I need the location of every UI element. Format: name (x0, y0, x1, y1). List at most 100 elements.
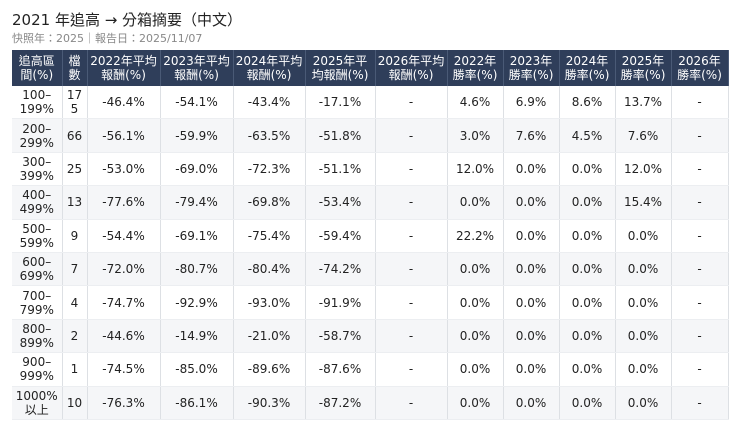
table-cell: -21.0% (233, 319, 306, 354)
table-cell: 0.0% (447, 285, 504, 320)
table-cell: 0.0% (503, 352, 560, 387)
table-cell: 0.0% (503, 185, 560, 220)
table-cell: -69.8% (233, 185, 306, 220)
table-cell: -89.6% (233, 352, 306, 387)
row-label: 300–399% (12, 152, 63, 187)
table-row: 1000%以上 10 -76.3% -86.1% -90.3% -87.2% -0.0% 0.… (12, 386, 729, 420)
column-header: 2025年勝率(%) (615, 50, 672, 86)
table-cell: 0.0% (559, 285, 616, 320)
table-cell: 7.6% (503, 118, 560, 153)
header-row: 追高區間(%) 檔數 2022年平均報酬(%) 2023年平均報酬(%) 2024年平均… (12, 50, 729, 86)
table-row: 900–999% 1 -74.5% -85.0% -89.6% -87.6% -0.0% 0.… (12, 352, 729, 387)
table-cell: 0.0% (447, 352, 504, 387)
table-cell: 7 (62, 252, 88, 287)
summary-table: 追高區間(%) 檔數 2022年平均報酬(%) 2023年平均報酬(%) 2024年平均… (12, 50, 729, 420)
column-header: 追高區間(%) (12, 50, 63, 86)
table-cell: -72.0% (87, 252, 161, 287)
table-cell: -77.6% (87, 185, 161, 220)
table-cell: 66 (62, 118, 88, 153)
table-cell: -17.1% (305, 86, 376, 120)
table-cell: -87.2% (305, 386, 376, 420)
table-cell: 13 (62, 185, 88, 220)
table-cell: 175 (62, 86, 88, 120)
table-row: 400–499% 13 -77.6% -79.4% -69.8% -53.4% - 0.0% 0… (12, 185, 729, 220)
table-cell: -92.9% (160, 285, 234, 320)
row-label: 600–699% (12, 252, 63, 287)
table-cell: -51.8% (305, 118, 376, 153)
table-cell: -90.3% (233, 386, 306, 420)
table-cell: 0.0% (447, 185, 504, 220)
table-cell: 12.0% (615, 152, 672, 187)
table-cell: 3.0% (447, 118, 504, 153)
table-cell: 0.0% (503, 285, 560, 320)
subtitle: 快照年：2025｜報告日：2025/11/07 (12, 32, 203, 45)
column-header: 2024年勝率(%) (559, 50, 616, 86)
table-cell: 0.0% (503, 386, 560, 420)
row-label: 1000%以上 (12, 386, 63, 420)
table-cell: 0.0% (615, 319, 672, 354)
table-cell: - (375, 118, 448, 153)
table-cell: -53.0% (87, 152, 161, 187)
table-cell: - (671, 118, 729, 153)
table-cell: -54.4% (87, 219, 161, 253)
column-header: 2026年勝率(%) (671, 50, 729, 86)
table-cell: -80.7% (160, 252, 234, 287)
table-cell: 0.0% (559, 386, 616, 420)
table-cell: - (671, 352, 729, 387)
table-row: 300–399% 25 -53.0% -69.0% -72.3% -51.1% -12.0%… (12, 152, 729, 187)
row-label: 700–799% (12, 285, 63, 320)
table-cell: 0.0% (503, 152, 560, 187)
column-header: 2025年平均報酬(%) (305, 50, 376, 86)
table-cell: - (375, 252, 448, 287)
table-cell: 1 (62, 352, 88, 387)
table-cell: - (671, 319, 729, 354)
table-cell: -53.4% (305, 185, 376, 220)
row-label: 200–299% (12, 118, 63, 153)
table-cell: - (375, 285, 448, 320)
table-cell: 0.0% (503, 319, 560, 354)
table-cell: 4 (62, 285, 88, 320)
table-cell: 0.0% (559, 152, 616, 187)
table-row: 600–699% 7 -72.0% -80.7% -80.4% -74.2% -0.0% 0.… (12, 252, 729, 287)
table-cell: - (671, 386, 729, 420)
table-cell: -58.7% (305, 319, 376, 354)
table-cell: 0.0% (615, 352, 672, 387)
table-cell: 8.6% (559, 86, 616, 120)
table-cell: -79.4% (160, 185, 234, 220)
column-header: 2022年勝率(%) (447, 50, 504, 86)
column-header: 2022年平均報酬(%) (87, 50, 161, 86)
table-cell: -63.5% (233, 118, 306, 153)
row-label: 400–499% (12, 185, 63, 220)
table-cell: -87.6% (305, 352, 376, 387)
table-row: 200–299% 66 -56.1% -59.9% -63.5% -51.8% -3.0% 7… (12, 118, 729, 153)
table-cell: -56.1% (87, 118, 161, 153)
table-row: 700–799% 4 -74.7% -92.9% -93.0% -91.9% -0.0% 0.… (12, 285, 729, 320)
table-cell: 0.0% (559, 319, 616, 354)
column-header: 2024年平均報酬(%) (233, 50, 306, 86)
table-cell: -75.4% (233, 219, 306, 253)
table-cell: 0.0% (559, 219, 616, 253)
table-cell: - (671, 219, 729, 253)
row-label: 800–899% (12, 319, 63, 354)
table-cell: -51.1% (305, 152, 376, 187)
table-cell: - (375, 86, 448, 120)
column-header: 2023年勝率(%) (503, 50, 560, 86)
table-cell: -93.0% (233, 285, 306, 320)
table-cell: -14.9% (160, 319, 234, 354)
table-cell: 0.0% (503, 252, 560, 287)
column-header: 2026年平均報酬(%) (375, 50, 448, 86)
table-cell: -69.1% (160, 219, 234, 253)
column-header: 2023年平均報酬(%) (160, 50, 234, 86)
table-cell: 12.0% (447, 152, 504, 187)
table-cell: -80.4% (233, 252, 306, 287)
table-cell: 22.2% (447, 219, 504, 253)
table-cell: 0.0% (615, 386, 672, 420)
table-cell: -76.3% (87, 386, 161, 420)
table-cell: - (671, 285, 729, 320)
table-cell: 0.0% (559, 252, 616, 287)
table-cell: - (671, 252, 729, 287)
table-cell: 10 (62, 386, 88, 420)
table-cell: -43.4% (233, 86, 306, 120)
table-cell: - (375, 386, 448, 420)
table-cell: - (671, 185, 729, 220)
